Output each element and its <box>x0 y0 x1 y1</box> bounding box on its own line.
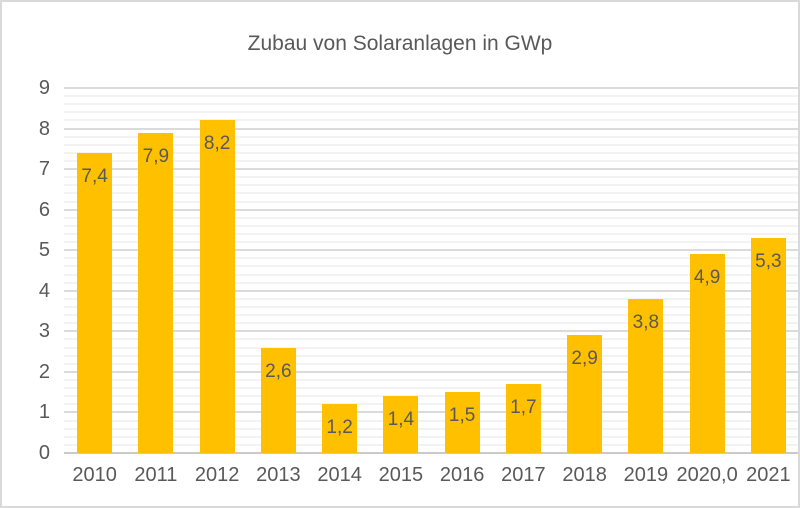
bar: 2,6 <box>260 347 296 453</box>
bar: 4,9 <box>689 254 725 453</box>
x-axis-tick-label: 2013 <box>256 464 301 486</box>
x-axis-tick-label: 2014 <box>317 464 362 486</box>
y-axis-tick-label: 2 <box>38 360 50 383</box>
y-axis-tick-label: 5 <box>38 239 50 262</box>
x-axis-tick-label: 2010 <box>72 464 117 486</box>
gridline-major <box>64 168 798 171</box>
gridline-minor <box>64 135 798 138</box>
gridline-minor <box>64 224 798 227</box>
bar-value-label: 7,9 <box>142 145 170 167</box>
y-axis-tick-label: 9 <box>38 77 50 99</box>
gridline-minor <box>64 216 798 219</box>
gridline-minor <box>64 419 798 422</box>
gridline-minor <box>64 241 798 244</box>
bar: 1,7 <box>505 384 541 453</box>
bar-value-label: 1,2 <box>326 417 353 439</box>
x-axis-tick-label: 2011 <box>134 464 178 486</box>
gridline-minor <box>64 151 798 154</box>
gridline-minor <box>64 297 798 300</box>
bar-value-label: 1,7 <box>510 397 537 419</box>
gridline-minor <box>64 346 798 349</box>
bar: 7,9 <box>138 132 174 453</box>
gridline-minor <box>64 322 798 325</box>
gridline-minor <box>64 338 798 341</box>
gridline-minor <box>64 143 798 146</box>
y-axis-tick-label: 6 <box>38 198 50 221</box>
gridline-minor <box>64 314 798 317</box>
gridline-minor <box>64 257 798 260</box>
gridline-minor <box>64 443 798 446</box>
y-axis-tick-label: 0 <box>38 442 50 464</box>
gridline-minor <box>64 354 798 357</box>
bar: 8,2 <box>199 120 235 453</box>
gridline-minor <box>64 265 798 268</box>
x-axis-tick-label: 2015 <box>378 464 424 486</box>
gridline-minor <box>64 306 798 308</box>
gridline-major <box>64 330 798 333</box>
bar: 1,4 <box>383 396 419 453</box>
y-axis-tick-label: 4 <box>38 279 50 302</box>
bar-value-label: 5,3 <box>755 251 782 273</box>
bar-value-label: 2,6 <box>265 360 292 382</box>
x-axis-tick-label: 2019 <box>623 464 669 486</box>
gridline-minor <box>64 233 798 235</box>
gridline-major <box>64 249 798 252</box>
x-axis-tick-label: 2021 <box>746 464 791 486</box>
gridline-minor <box>64 160 798 162</box>
gridline-minor <box>64 192 798 195</box>
gridline-major <box>64 87 798 89</box>
bar: 1,2 <box>322 404 358 453</box>
y-axis-tick-label: 1 <box>38 401 50 424</box>
gridline-minor <box>64 176 798 179</box>
x-axis-line <box>64 452 798 454</box>
gridline-major <box>64 370 798 373</box>
gridline-major <box>64 208 798 211</box>
y-axis-tick-label: 8 <box>38 117 50 140</box>
gridline-major <box>64 127 798 130</box>
x-axis-tick-label: 2018 <box>562 464 607 486</box>
gridline-minor <box>64 273 798 276</box>
x-axis-tick-label: 2020,0 <box>676 464 738 486</box>
bar-value-label: 1,4 <box>387 409 415 431</box>
gridline-minor <box>64 119 798 122</box>
gridline-minor <box>64 281 798 284</box>
gridline-major <box>64 411 798 414</box>
gridline-minor <box>64 184 798 187</box>
bar-value-label: 7,4 <box>81 165 108 187</box>
bar-value-label: 2,9 <box>571 348 598 370</box>
gridline-major <box>64 289 798 292</box>
bar: 3,8 <box>628 298 664 453</box>
x-axis-tick-label: 2016 <box>439 464 485 486</box>
gridline-minor <box>64 403 798 406</box>
gridline-minor <box>64 362 798 365</box>
bar: 1,5 <box>444 392 480 453</box>
gridline-minor <box>64 427 798 430</box>
bar-value-label: 1,5 <box>448 405 476 427</box>
chart-title: Zubau von Solaranlagen in GWp <box>247 32 553 55</box>
y-axis-tick-label: 3 <box>38 320 50 343</box>
gridline-minor <box>64 387 798 390</box>
bar: 5,3 <box>750 238 786 453</box>
gridline-minor <box>64 435 798 438</box>
bar-value-label: 3,8 <box>632 311 660 333</box>
gridline-minor <box>64 379 798 381</box>
gridline-minor <box>64 95 798 98</box>
gridline-minor <box>64 111 798 114</box>
gridline-minor <box>64 395 798 398</box>
x-axis-tick-label: 2012 <box>194 464 240 486</box>
bar-value-label: 8,2 <box>203 133 231 155</box>
gridline-minor <box>64 103 798 106</box>
bar-value-label: 4,9 <box>693 267 721 289</box>
y-axis-tick-label: 7 <box>38 158 50 181</box>
bar: 2,9 <box>567 335 603 453</box>
x-axis-tick-label: 2017 <box>501 464 546 486</box>
gridline-minor <box>64 200 798 203</box>
bar: 7,4 <box>77 152 113 453</box>
